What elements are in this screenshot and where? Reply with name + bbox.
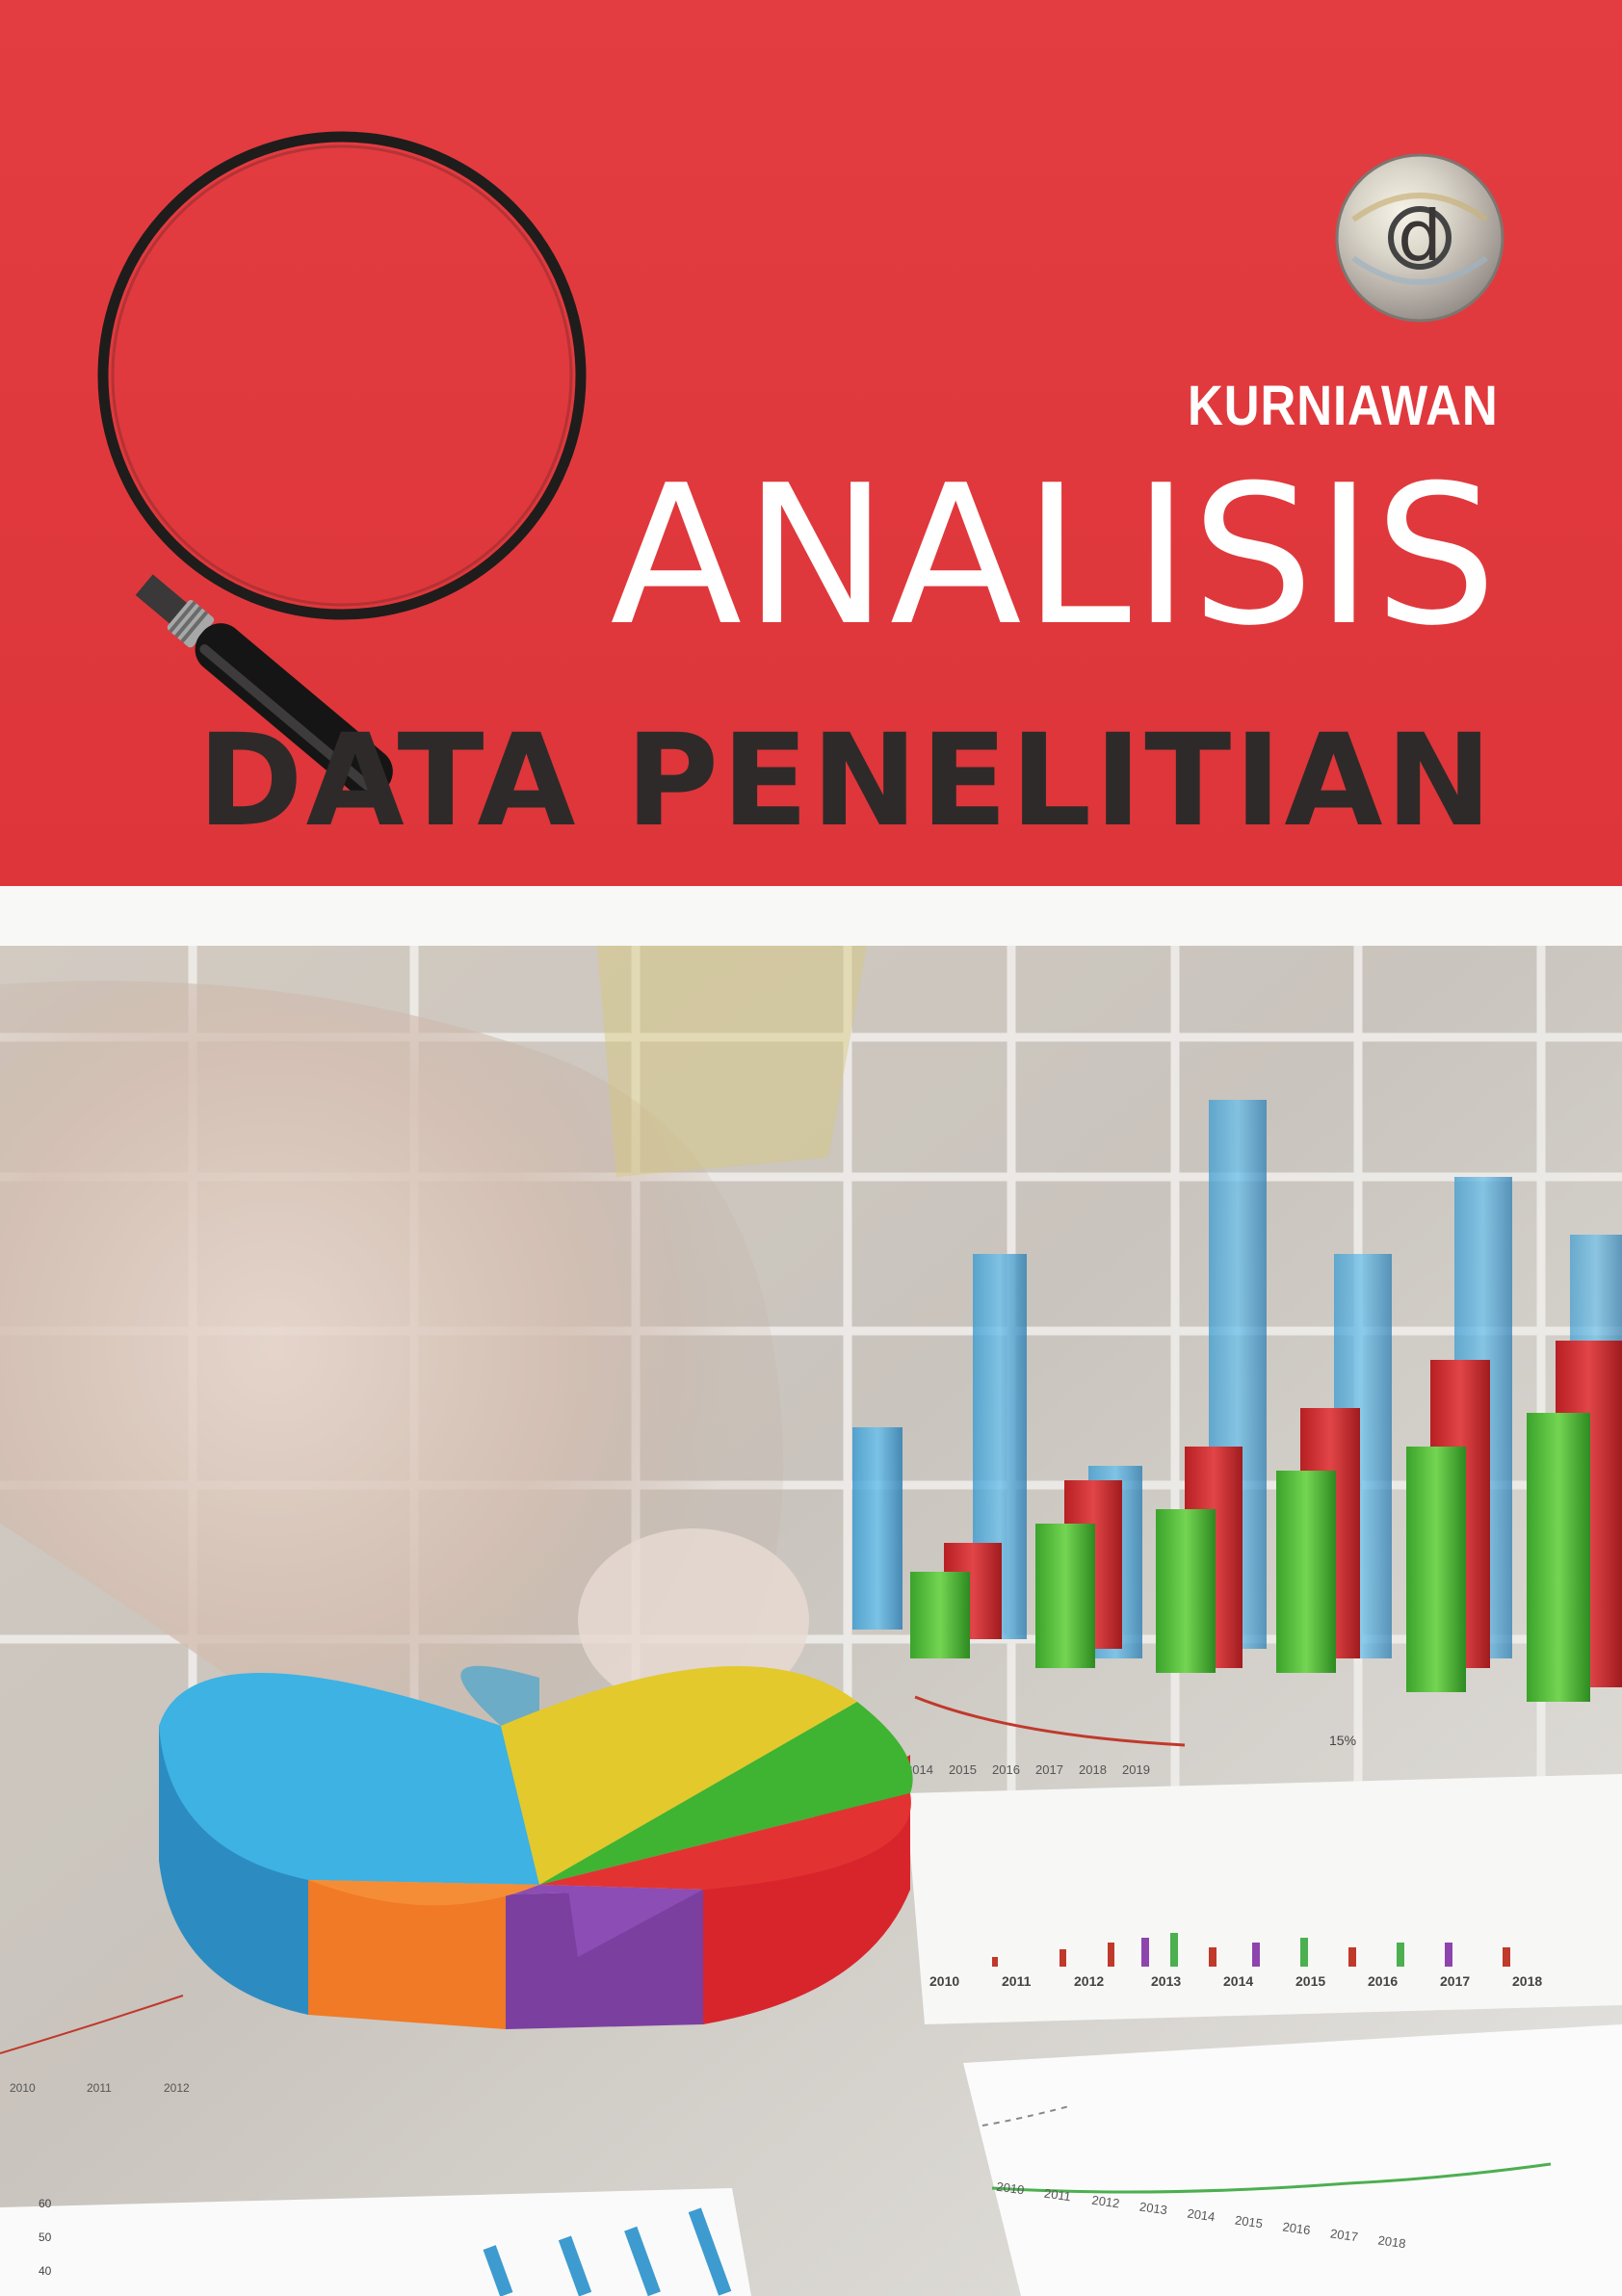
svg-text:2013: 2013 [1138,2200,1168,2218]
svg-text:2012: 2012 [1091,2193,1121,2211]
svg-text:2013: 2013 [1151,1973,1181,1989]
title-main: ANALISIS [610,444,1499,668]
svg-text:2014: 2014 [1187,2205,1216,2224]
svg-text:2011: 2011 [1043,2186,1072,2205]
svg-text:2017: 2017 [1329,2226,1359,2244]
svg-text:40: 40 [39,2264,52,2278]
title-subtitle: DATA PENELITIAN [197,707,1495,855]
bottom-chart-years: 2010 2011 2012 2013 2014 2015 2016 2017 … [996,2179,1407,2252]
svg-text:2015: 2015 [1234,2212,1264,2231]
svg-text:2016: 2016 [1282,2219,1312,2237]
svg-text:2010: 2010 [929,1973,959,1989]
svg-text:2018: 2018 [1377,2232,1407,2251]
svg-text:2012: 2012 [164,2081,190,2095]
separator-strip [0,886,1622,946]
back-chart-years: 2014 2015 2016 2017 2018 2019 [905,1762,1150,1777]
svg-text:2016: 2016 [992,1762,1020,1777]
svg-text:60: 60 [39,2197,52,2210]
publisher-logo-letter: d [1398,196,1442,276]
svg-text:2010: 2010 [996,2179,1026,2198]
axis-ticks: 60 50 40 [39,2197,52,2278]
svg-text:2014: 2014 [1223,1973,1253,1989]
author-name: KURNIAWAN [1188,375,1499,437]
svg-text:2011: 2011 [87,2081,112,2095]
cover-photo-illustration: 15% 2014 2015 2016 2017 2018 2019 [0,946,1622,2296]
svg-text:2010: 2010 [10,2081,36,2095]
svg-text:2015: 2015 [949,1762,977,1777]
pie-chart-3d [159,1665,913,2029]
magnifying-glass-icon [97,131,587,798]
svg-text:2018: 2018 [1079,1762,1107,1777]
svg-text:2012: 2012 [1074,1973,1104,1989]
publisher-logo: d [1335,153,1504,323]
svg-text:2017: 2017 [1440,1973,1470,1989]
svg-text:2017: 2017 [1035,1762,1063,1777]
svg-text:2019: 2019 [1122,1762,1150,1777]
svg-text:2018: 2018 [1512,1973,1542,1989]
percent-label: 15% [1329,1733,1356,1748]
svg-text:2011: 2011 [1002,1973,1032,1989]
svg-text:2016: 2016 [1368,1973,1398,1989]
svg-text:2015: 2015 [1295,1973,1325,1989]
svg-text:50: 50 [39,2231,52,2244]
svg-text:2014: 2014 [905,1762,933,1777]
mid-chart-years: 2010 2011 2012 2013 2014 2015 2016 2017 … [929,1973,1542,1989]
left-chart-years: 2010 2011 2012 [10,2081,190,2095]
